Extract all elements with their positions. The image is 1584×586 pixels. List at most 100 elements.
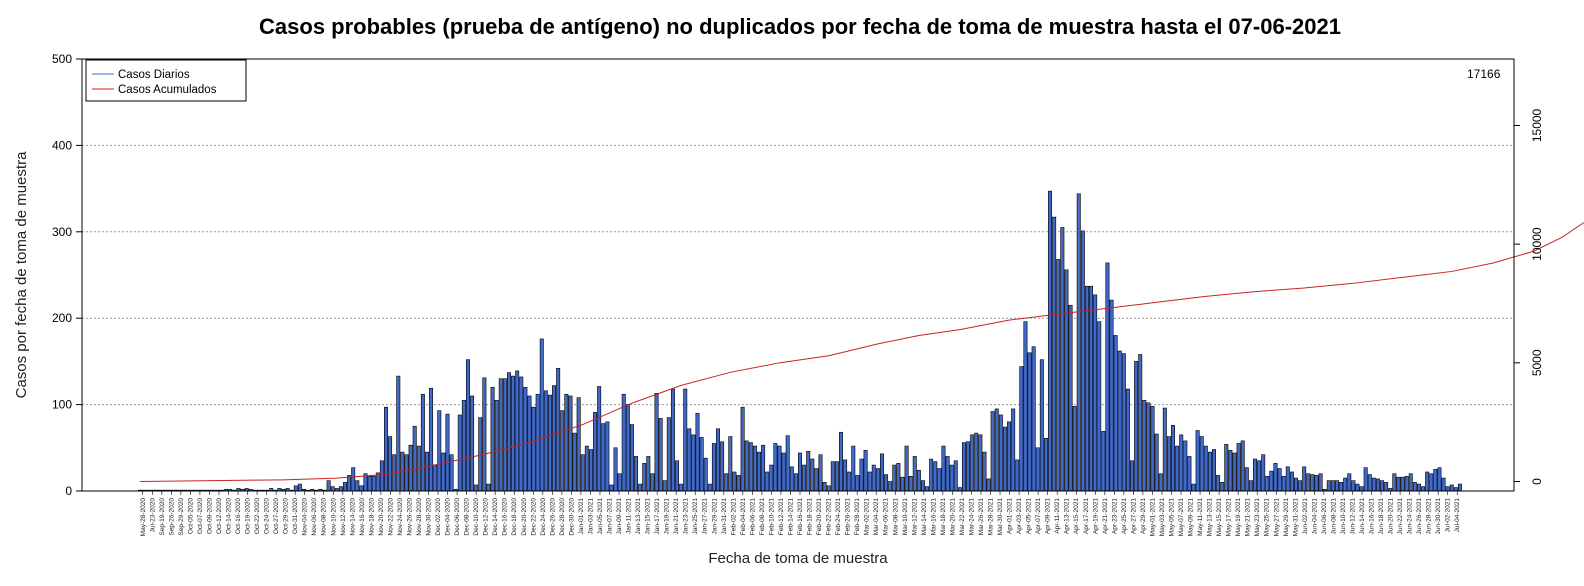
bar bbox=[974, 432, 979, 492]
x-tick-label: Mar-12-2021 bbox=[911, 498, 918, 536]
bar bbox=[1421, 486, 1426, 492]
bar bbox=[1216, 475, 1221, 492]
bar bbox=[1441, 477, 1446, 492]
bar bbox=[367, 476, 372, 492]
bar bbox=[859, 458, 864, 492]
bar bbox=[1248, 480, 1253, 492]
bar bbox=[388, 436, 393, 492]
bar bbox=[662, 480, 667, 492]
y2-tick-label: 15000 bbox=[1530, 108, 1544, 142]
bar bbox=[1084, 285, 1089, 492]
bar bbox=[875, 468, 880, 492]
x-tick-label: Oct-31-2020 bbox=[292, 498, 299, 535]
bar bbox=[720, 441, 725, 492]
bar bbox=[556, 368, 561, 492]
bar bbox=[1220, 482, 1225, 492]
x-tick-label: Oct-22-2020 bbox=[254, 498, 261, 535]
bar bbox=[896, 463, 901, 492]
bar bbox=[863, 450, 868, 492]
x-tick-label: Feb-06-2021 bbox=[749, 498, 756, 536]
bar bbox=[1367, 474, 1372, 492]
bar bbox=[490, 387, 495, 492]
bar bbox=[1035, 447, 1040, 492]
bar bbox=[474, 484, 479, 492]
x-tick-label: Oct-14-2020 bbox=[225, 498, 232, 535]
bar bbox=[740, 406, 745, 492]
bar bbox=[757, 451, 761, 492]
y-tick-label: 400 bbox=[52, 138, 72, 152]
x-tick-label: Jun-12-2021 bbox=[1349, 498, 1356, 535]
bar bbox=[711, 443, 716, 492]
bar bbox=[601, 423, 606, 492]
legend-box bbox=[85, 59, 247, 102]
x-tick-label: Sep-26-2020 bbox=[168, 498, 175, 536]
bar bbox=[1150, 406, 1155, 492]
bar bbox=[1302, 466, 1307, 492]
bar bbox=[916, 469, 921, 492]
x-tick-label: Nov-12-2020 bbox=[340, 498, 347, 536]
bar bbox=[1257, 460, 1262, 492]
bar bbox=[752, 445, 757, 492]
bar bbox=[1371, 477, 1376, 492]
bar bbox=[933, 461, 938, 492]
bar bbox=[1207, 451, 1212, 492]
bar bbox=[527, 395, 532, 492]
bar bbox=[1384, 482, 1389, 492]
bar bbox=[584, 445, 589, 492]
bar bbox=[1195, 430, 1200, 492]
bar bbox=[793, 473, 798, 492]
bar bbox=[523, 387, 528, 492]
bar bbox=[572, 432, 577, 492]
bar bbox=[1076, 193, 1081, 492]
bar bbox=[437, 410, 442, 492]
bar bbox=[1002, 426, 1007, 492]
bar bbox=[736, 475, 741, 492]
bar bbox=[961, 442, 966, 492]
bar bbox=[552, 385, 557, 492]
bar bbox=[769, 464, 774, 492]
bar bbox=[1179, 434, 1184, 492]
bar bbox=[621, 393, 626, 492]
x-tick-label: May-13-2021 bbox=[1207, 498, 1214, 537]
x-tick-label: May-28-2020 bbox=[140, 498, 147, 537]
bar bbox=[1007, 421, 1012, 492]
bar bbox=[1228, 450, 1233, 492]
bar bbox=[482, 377, 487, 492]
x-tick-label: Jun-18-2021 bbox=[1378, 498, 1385, 535]
bar bbox=[970, 434, 975, 492]
bar bbox=[683, 388, 688, 492]
bar bbox=[1093, 294, 1098, 492]
bar bbox=[1203, 445, 1208, 492]
x-tick-label: Jan-05-2021 bbox=[597, 498, 604, 535]
bar bbox=[691, 434, 696, 492]
bar bbox=[748, 442, 753, 492]
bar bbox=[957, 487, 962, 492]
bar bbox=[716, 428, 721, 492]
x-tick-label: Mar-22-2021 bbox=[959, 498, 966, 536]
bar bbox=[1281, 476, 1286, 492]
bar bbox=[666, 417, 671, 492]
bar bbox=[1351, 480, 1356, 492]
x-tick-label: Mar-24-2021 bbox=[968, 498, 975, 536]
cumulative-line bbox=[140, 221, 1584, 482]
x-tick-label: Jun-22-2021 bbox=[1397, 498, 1404, 535]
bar bbox=[1253, 458, 1257, 492]
bar bbox=[638, 483, 643, 492]
y-tick-label: 100 bbox=[52, 398, 72, 412]
x-tick-label: Feb-26-2021 bbox=[845, 498, 852, 536]
bar bbox=[605, 421, 610, 492]
bar bbox=[818, 454, 823, 492]
x-tick-label: Dec-02-2020 bbox=[435, 498, 442, 536]
bar bbox=[855, 475, 860, 492]
x-tick-label: Feb-28-2021 bbox=[854, 498, 861, 536]
x-tick-label: Oct-24-2020 bbox=[264, 498, 271, 535]
bar bbox=[1191, 483, 1196, 492]
x-tick-label: Dec-18-2020 bbox=[511, 498, 518, 536]
x-tick-label: Dec-16-2020 bbox=[502, 498, 509, 536]
y2-tick-label: 0 bbox=[1530, 478, 1544, 485]
grid-lines bbox=[82, 144, 1514, 406]
x-tick-label: Jul-23-2020 bbox=[149, 498, 156, 533]
bar bbox=[1273, 463, 1278, 492]
final-value-label: 17166 bbox=[1467, 67, 1501, 81]
bar bbox=[1175, 445, 1180, 492]
